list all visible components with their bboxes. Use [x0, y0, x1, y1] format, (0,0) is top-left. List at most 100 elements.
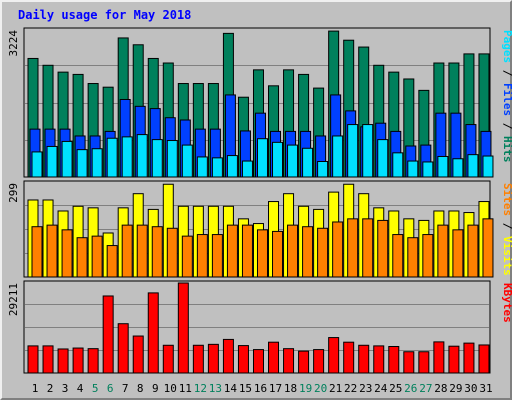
bar-kbytes-day-24 — [373, 345, 385, 374]
bar-sites-day-28 — [437, 224, 449, 278]
bar-sites-day-8 — [136, 224, 148, 278]
bar-pages-day-17 — [272, 141, 284, 178]
bar-pages-day-12 — [196, 156, 208, 178]
x-tick-label: 16 — [254, 382, 267, 395]
bar-pages-day-22 — [347, 124, 359, 178]
x-tick-label: 25 — [389, 382, 402, 395]
x-tick-label: 18 — [284, 382, 297, 395]
bar-pages-day-28 — [437, 155, 449, 178]
x-tick-label: 17 — [269, 382, 282, 395]
x-tick-label: 13 — [209, 382, 222, 395]
legend-label: / — [501, 216, 512, 236]
legend-label: / — [501, 116, 512, 136]
bar-sites-day-11 — [181, 235, 193, 278]
bar-sites-day-30 — [467, 224, 479, 278]
bar-pages-day-2 — [46, 145, 58, 178]
bar-sites-day-18 — [287, 224, 299, 278]
legend-middle: Sites / Visits — [501, 183, 512, 276]
legend-label: KBytes — [501, 283, 512, 323]
x-tick-label: 31 — [479, 382, 492, 395]
bar-kbytes-day-23 — [358, 344, 370, 374]
x-tick-label: 24 — [374, 382, 388, 395]
bar-kbytes-day-17 — [268, 341, 280, 374]
bar-sites-day-9 — [151, 226, 163, 278]
bar-kbytes-day-3 — [57, 348, 69, 374]
bar-kbytes-day-26 — [403, 351, 415, 374]
legend-label: Sites — [501, 183, 512, 216]
x-tick-label: 26 — [404, 382, 417, 395]
bar-kbytes-day-31 — [478, 344, 490, 374]
x-tick-label: 2 — [47, 382, 54, 395]
legend-label: Files — [501, 83, 512, 116]
bar-sites-day-15 — [241, 224, 253, 278]
x-tick-label: 29 — [449, 382, 462, 395]
bar-sites-day-20 — [317, 227, 329, 278]
panel-middle: 299 Sites / Visits — [7, 180, 512, 278]
bar-sites-day-24 — [377, 219, 389, 278]
bar-sites-day-23 — [362, 218, 374, 278]
x-tick-label: 3 — [62, 382, 69, 395]
bar-sites-day-5 — [91, 235, 103, 278]
y-max-label-middle: 299 — [7, 183, 20, 203]
y-max-label-top: 3224 — [7, 30, 20, 57]
bar-kbytes-day-12 — [192, 344, 204, 374]
bar-kbytes-day-4 — [72, 347, 84, 374]
bar-pages-day-9 — [151, 139, 163, 178]
bar-pages-day-27 — [422, 161, 434, 178]
panel-bottom: 29211 KBytes — [7, 280, 512, 374]
bar-sites-day-25 — [392, 234, 404, 278]
bar-kbytes-day-1 — [27, 345, 39, 374]
x-tick-label: 7 — [122, 382, 129, 395]
x-tick-label: 4 — [77, 382, 84, 395]
bar-pages-day-8 — [136, 134, 148, 178]
bar-kbytes-day-22 — [343, 341, 355, 374]
legend-top: Pages / Files / Hits — [501, 30, 512, 163]
bar-pages-day-11 — [181, 144, 193, 178]
legend-bottom: KBytes — [501, 283, 512, 323]
x-tick-label: 20 — [314, 382, 327, 395]
bar-sites-day-12 — [196, 234, 208, 278]
bar-sites-day-16 — [256, 229, 268, 278]
bar-pages-day-16 — [256, 138, 268, 178]
bar-pages-day-1 — [31, 151, 43, 178]
bar-kbytes-day-9 — [147, 292, 159, 374]
bar-kbytes-day-29 — [448, 345, 460, 374]
x-tick-label: 6 — [107, 382, 114, 395]
bar-sites-day-13 — [211, 234, 223, 278]
bar-pages-day-18 — [287, 144, 299, 178]
bar-sites-day-14 — [226, 224, 238, 278]
bar-sites-day-10 — [166, 227, 178, 278]
bar-pages-day-20 — [317, 160, 329, 178]
bar-sites-day-27 — [422, 234, 434, 278]
bar-pages-day-26 — [407, 160, 419, 178]
x-tick-label: 23 — [359, 382, 372, 395]
bar-kbytes-day-19 — [298, 350, 310, 374]
bar-pages-day-13 — [211, 157, 223, 178]
bar-sites-day-26 — [407, 237, 419, 278]
bar-pages-day-31 — [482, 155, 494, 178]
bar-pages-day-4 — [76, 149, 88, 178]
bar-kbytes-day-6 — [102, 295, 114, 374]
bar-kbytes-day-20 — [313, 349, 325, 374]
x-tick-label: 15 — [239, 382, 252, 395]
bar-kbytes-day-21 — [328, 337, 340, 374]
bar-sites-day-2 — [46, 224, 58, 278]
bar-pages-day-30 — [467, 154, 479, 178]
bar-sites-day-3 — [61, 229, 73, 278]
x-tick-label: 1 — [32, 382, 39, 395]
legend-label: / — [501, 63, 512, 83]
x-tick-label: 14 — [224, 382, 238, 395]
bar-pages-day-14 — [226, 155, 238, 178]
bar-kbytes-day-25 — [388, 346, 400, 374]
bar-kbytes-day-13 — [207, 343, 219, 374]
bar-sites-day-1 — [31, 226, 43, 278]
bar-sites-day-19 — [302, 226, 314, 278]
x-tick-label: 27 — [419, 382, 432, 395]
legend-label: Visits — [501, 236, 512, 276]
bar-pages-day-25 — [392, 152, 404, 178]
bar-sites-day-6 — [106, 245, 118, 278]
bar-kbytes-day-8 — [132, 335, 144, 374]
legend-label: Pages — [501, 30, 512, 63]
bar-sites-day-17 — [272, 230, 284, 278]
y-max-label-bottom: 29211 — [7, 283, 20, 316]
